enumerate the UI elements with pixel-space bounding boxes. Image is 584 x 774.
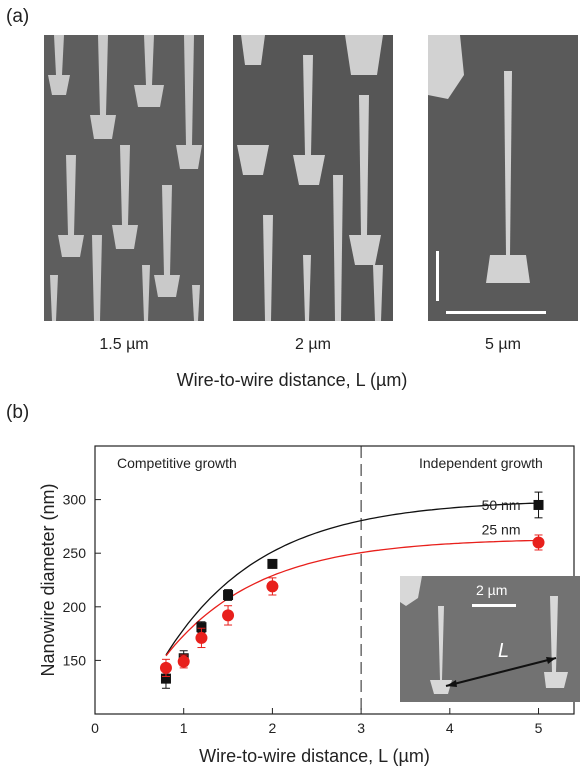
point-1-4 <box>266 580 278 592</box>
point-0-5 <box>534 500 544 510</box>
x-tick-label-0: 0 <box>91 720 99 736</box>
series-label-1: 25 nm <box>482 521 521 537</box>
x-tick-label-2: 2 <box>269 720 277 736</box>
point-0-4 <box>267 559 277 569</box>
x-tick-label-1: 1 <box>180 720 188 736</box>
region-left-label: Competitive growth <box>117 455 237 471</box>
point-1-2 <box>195 632 207 644</box>
panel-a-label: (a) <box>6 6 29 28</box>
panel-a-xlabel: Wire-to-wire distance, L (µm) <box>0 370 584 391</box>
point-1-0 <box>160 662 172 674</box>
sem-image-1 <box>44 35 204 321</box>
inset-scale-label: 2 µm <box>476 582 507 598</box>
panel-b-label: (b) <box>6 402 29 424</box>
sem-image-3 <box>428 35 578 321</box>
x-tick-label-3: 3 <box>357 720 365 736</box>
x-tick-label-5: 5 <box>535 720 543 736</box>
sem-caption-2: 2 µm <box>253 336 373 354</box>
x-axis-label: Wire-to-wire distance, L (µm) <box>199 746 430 766</box>
y-tick-label-3: 300 <box>63 492 87 508</box>
point-1-3 <box>222 609 234 621</box>
y-axis-label: Nanowire diameter (nm) <box>38 483 58 676</box>
inset-sem-image: 2 µm L <box>400 576 580 702</box>
region-right-label: Independent growth <box>419 455 543 471</box>
point-1-5 <box>533 536 545 548</box>
sem-image-2 <box>233 35 393 321</box>
x-tick-label-4: 4 <box>446 720 454 736</box>
inset-distance-label: L <box>498 640 509 663</box>
sem-caption-3: 5 µm <box>443 336 563 354</box>
y-tick-label-2: 250 <box>63 545 87 561</box>
sem-caption-1: 1.5 µm <box>64 336 184 354</box>
point-0-3 <box>223 590 233 600</box>
y-tick-label-1: 200 <box>63 599 87 615</box>
series-label-0: 50 nm <box>482 497 521 513</box>
point-1-1 <box>178 655 190 667</box>
y-tick-label-0: 150 <box>63 652 87 668</box>
